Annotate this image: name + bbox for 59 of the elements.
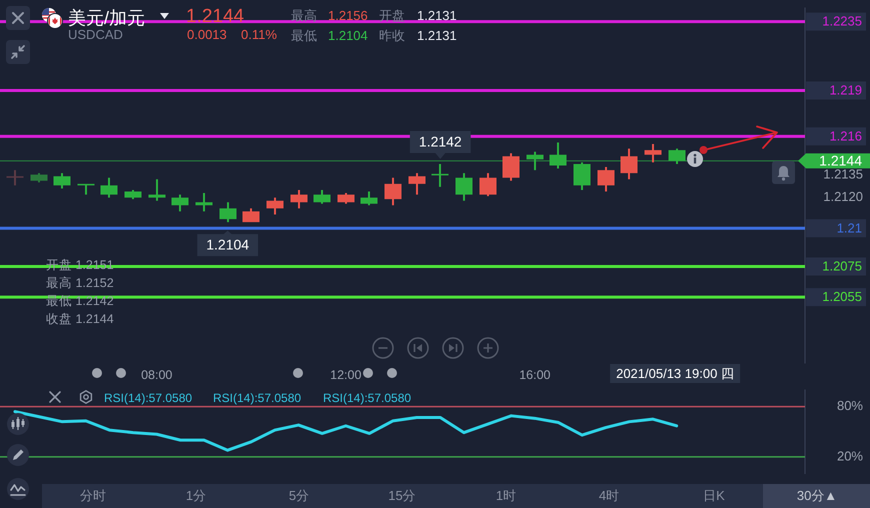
ref-line-label: 1.2055 (822, 289, 862, 304)
annotation: 1.2131 (417, 28, 457, 44)
text: 4时 (598, 488, 620, 504)
ref-line-label: 1.21 (836, 220, 862, 236)
annotation: 最低 1.2142 (46, 294, 114, 309)
annotation: RSI(14):57.0580 (104, 390, 192, 406)
ref-line-label: 1.2075 (822, 258, 862, 274)
text: 15分 (388, 488, 416, 504)
annotation: 最高 1.2152 (46, 276, 114, 291)
candlestick (172, 194, 188, 212)
ref-line-label: 1.2144 (819, 152, 862, 168)
text: 日K (703, 488, 725, 504)
candlestick (78, 184, 94, 195)
candlestick (432, 164, 448, 187)
annotation: 1.2104 (206, 236, 250, 253)
candlestick (290, 190, 308, 208)
candlestick (456, 173, 472, 201)
candlestick (6, 170, 24, 186)
annotation: 昨收 (379, 28, 405, 44)
annotation: 最低 (291, 28, 317, 44)
ref-line-label: 1.2235 (822, 14, 862, 29)
candlestick (30, 173, 48, 182)
annotation: 收盘 1.2144 (46, 312, 114, 327)
candlestick (54, 173, 70, 188)
x-tick-label: 12:00 (330, 368, 362, 382)
candlestick (148, 179, 166, 201)
candlestick (408, 173, 426, 195)
ref-line-label: 1.219 (829, 82, 862, 98)
annotation: 1.2156 (328, 8, 368, 24)
candlestick (360, 192, 378, 206)
text: 分时 (80, 488, 106, 504)
annotation: 最高 (291, 8, 317, 24)
y-tick-label: 1.2120 (823, 189, 863, 204)
candlestick (196, 193, 212, 212)
text: 30分▲ (796, 488, 838, 504)
annotation: 开盘 (379, 8, 405, 24)
ref-line-label: 1.216 (829, 128, 862, 144)
text: 2021/05/13 19:00 四 (610, 364, 740, 384)
y-tick-label: 20% (836, 448, 864, 464)
text: 1时 (496, 488, 516, 504)
candlestick (598, 167, 614, 192)
candlestick (266, 198, 284, 214)
annotation: 1.2142 (418, 133, 462, 150)
annotation: 1.2104 (328, 28, 368, 44)
annotation: RSI(14):57.0580 (323, 390, 412, 406)
text: 5分 (288, 488, 310, 504)
annotation: 0.11% (241, 27, 277, 43)
annotation: RSI(14):57.0580 (213, 390, 302, 406)
annotation: 开盘 1.2151 (46, 258, 114, 273)
y-tick-label: 1.2135 (823, 166, 863, 182)
annotation: 0.0013 (187, 27, 227, 43)
x-tick-label: 08:00 (141, 368, 172, 382)
candlestick (480, 173, 496, 196)
text: USDCAD (68, 27, 123, 43)
text: 1分 (186, 488, 206, 504)
candlestick (644, 144, 662, 162)
x-tick-label: 16:00 (519, 368, 551, 382)
y-tick-label: 80% (836, 398, 864, 414)
annotation: 1.2131 (417, 8, 457, 24)
